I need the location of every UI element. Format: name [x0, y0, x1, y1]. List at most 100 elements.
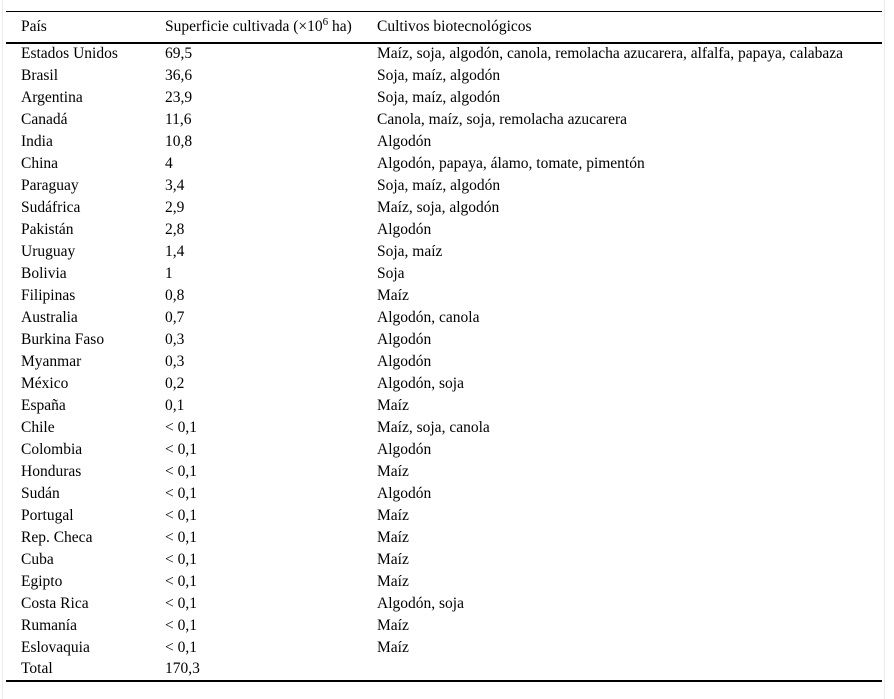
table-row: Rumanía < 0,1 Maíz [6, 615, 882, 637]
country-cell: Myanmar [21, 352, 82, 370]
country-cell: Paraguay [21, 176, 79, 194]
country-cell: Australia [21, 308, 78, 326]
table-row: Eslovaquia < 0,1 Maíz [6, 637, 882, 659]
country-cell: Sudáfrica [21, 198, 81, 216]
country-cell: Eslovaquia [21, 638, 90, 656]
crops-cell: Maíz, soja, canola [377, 418, 490, 436]
table-row: Canadá 11,6 Canola, maíz, soja, remolach… [6, 109, 882, 131]
area-cell: 10,8 [165, 132, 193, 150]
country-cell: Portugal [21, 506, 74, 524]
country-cell: Estados Unidos [21, 45, 118, 62]
area-cell: 3,4 [165, 176, 185, 194]
area-cell: 69,5 [165, 45, 193, 62]
area-cell: < 0,1 [165, 616, 197, 634]
table-row: Portugal < 0,1 Maíz [6, 505, 882, 527]
column-header-superficie-prefix: Superficie cultivada (×10 [165, 17, 323, 35]
area-cell: 170,3 [165, 660, 200, 677]
country-cell: Sudán [21, 484, 60, 502]
country-cell: China [21, 154, 59, 172]
country-cell: Cuba [21, 550, 54, 568]
column-header-superficie-exponent: 6 [322, 15, 329, 28]
crops-cell: Canola, maíz, soja, remolacha azucarera [377, 110, 628, 128]
table-row: Paraguay 3,4 Soja, maíz, algodón [6, 175, 882, 197]
crops-cell: Algodón, soja [377, 594, 464, 612]
crops-cell: Algodón [377, 220, 432, 238]
crops-cell: Maíz, soja, algodón [377, 198, 500, 216]
area-cell: < 0,1 [165, 440, 197, 458]
crops-cell: Maíz [377, 528, 409, 546]
area-cell: 0,1 [165, 396, 185, 414]
crops-cell: Maíz [377, 396, 409, 414]
country-cell: Argentina [21, 88, 83, 106]
crops-cell: Algodón, papaya, álamo, tomate, pimentón [377, 154, 645, 172]
area-cell: 23,9 [165, 88, 193, 106]
table-row: Myanmar 0,3 Algodón [6, 351, 882, 373]
country-cell: Brasil [21, 66, 59, 84]
table-row: Cuba < 0,1 Maíz [6, 549, 882, 571]
area-cell: 36,6 [165, 66, 193, 84]
table-row: Costa Rica < 0,1 Algodón, soja [6, 593, 882, 615]
table-row: Egipto < 0,1 Maíz [6, 571, 882, 593]
crops-cell: Algodón, canola [377, 308, 480, 326]
crops-cell: Algodón [377, 484, 432, 502]
area-cell: < 0,1 [165, 484, 197, 502]
country-cell: Bolivia [21, 264, 67, 282]
crops-cell: Soja [377, 264, 405, 282]
area-cell: 0,8 [165, 286, 185, 304]
crops-cell: Maíz [377, 572, 409, 590]
page-border-right [884, 0, 885, 699]
area-cell: < 0,1 [165, 550, 197, 568]
table-row: Filipinas 0,8 Maíz [6, 285, 882, 307]
table-row: Pakistán 2,8 Algodón [6, 219, 882, 241]
area-cell: 0,2 [165, 374, 185, 392]
country-cell: Uruguay [21, 242, 76, 260]
column-header-cultivos: Cultivos biotecnológicos [377, 11, 882, 44]
crops-cell: Maíz [377, 506, 409, 524]
area-cell: 4 [165, 154, 173, 172]
table-row: Uruguay 1,4 Soja, maíz [6, 241, 882, 263]
country-cell: México [21, 374, 69, 392]
table-container: País Superficie cultivada (×106 ha) Cult… [6, 11, 882, 682]
country-cell: Filipinas [21, 286, 76, 304]
crops-cell [377, 659, 882, 681]
table-row: Sudáfrica 2,9 Maíz, soja, algodón [6, 197, 882, 219]
table-row: Brasil 36,6 Soja, maíz, algodón [6, 65, 882, 87]
crops-cell: Soja, maíz, algodón [377, 66, 501, 84]
column-header-pais: País [6, 11, 165, 44]
country-cell: Honduras [21, 462, 82, 480]
column-header-superficie-suffix: ha) [328, 17, 352, 35]
country-cell: India [21, 132, 53, 150]
header-row: País Superficie cultivada (×106 ha) Cult… [6, 11, 882, 44]
area-cell: 1 [165, 264, 173, 282]
area-cell: < 0,1 [165, 462, 197, 480]
crops-cell: Soja, maíz, algodón [377, 88, 501, 106]
area-cell: 11,6 [165, 110, 192, 128]
country-cell: Rumanía [21, 616, 77, 634]
country-cell: Pakistán [21, 220, 74, 238]
column-header-superficie: Superficie cultivada (×106 ha) [165, 11, 377, 44]
table-row: Honduras < 0,1 Maíz [6, 461, 882, 483]
table-row: Sudán < 0,1 Algodón [6, 483, 882, 505]
area-cell: < 0,1 [165, 638, 197, 656]
table-row: México 0,2 Algodón, soja [6, 373, 882, 395]
crops-cell: Algodón [377, 132, 432, 150]
table-row: Bolivia 1 Soja [6, 263, 882, 285]
country-cell: Chile [21, 418, 55, 436]
table-row: Total 170,3 [6, 659, 882, 681]
table-body: Estados Unidos 69,5 Maíz, soja, algodón,… [6, 43, 882, 681]
crops-cell: Algodón [377, 440, 432, 458]
table-row: Argentina 23,9 Soja, maíz, algodón [6, 87, 882, 109]
crops-cell: Maíz, soja, algodón, canola, remolacha a… [377, 45, 844, 62]
area-cell: 2,9 [165, 198, 185, 216]
area-cell: 0,3 [165, 330, 185, 348]
country-cell: Rep. Checa [21, 528, 93, 546]
table-row: Chile < 0,1 Maíz, soja, canola [6, 417, 882, 439]
area-cell: 0,7 [165, 308, 185, 326]
country-cell: Egipto [21, 572, 63, 590]
table-row: China 4 Algodón, papaya, álamo, tomate, … [6, 153, 882, 175]
page-border-left [2, 0, 3, 699]
table-row: Rep. Checa < 0,1 Maíz [6, 527, 882, 549]
crops-cell: Algodón [377, 352, 432, 370]
table-row: Burkina Faso 0,3 Algodón [6, 329, 882, 351]
area-cell: 0,3 [165, 352, 185, 370]
